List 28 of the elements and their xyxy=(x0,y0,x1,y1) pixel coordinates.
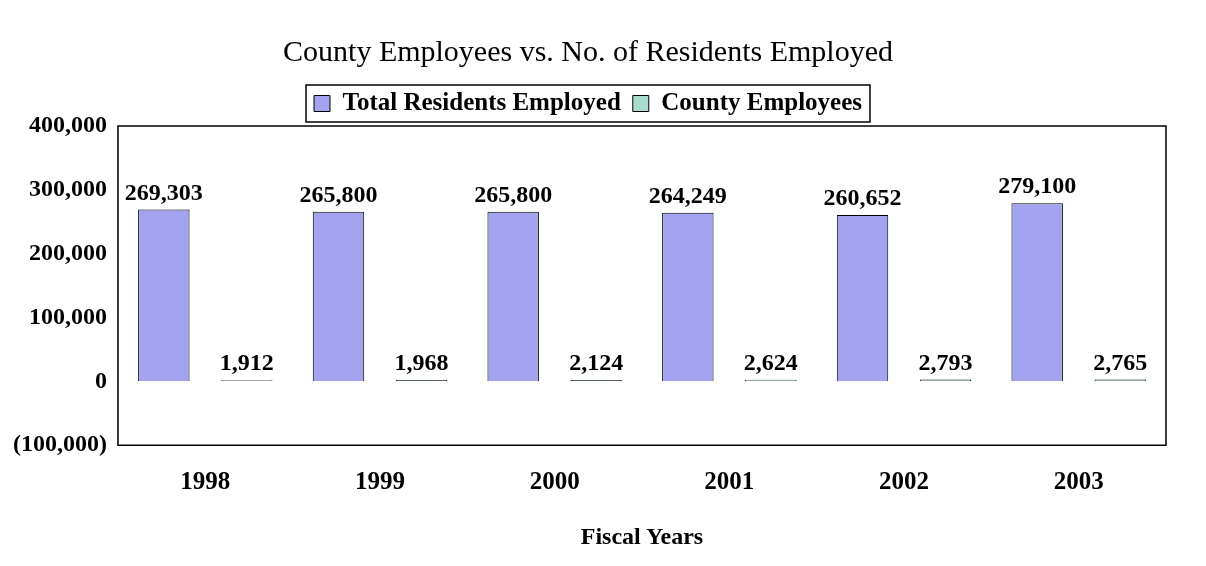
legend-label: Total Residents Employed xyxy=(342,87,621,115)
data-label: 2,765 xyxy=(1093,348,1148,375)
data-label: 260,652 xyxy=(823,184,902,211)
y-tick-label: 200,000 xyxy=(28,238,107,265)
x-tick-label: 2002 xyxy=(879,466,929,494)
data-label: 264,249 xyxy=(648,181,727,208)
x-tick-label: 2001 xyxy=(704,466,755,494)
data-label: 2,124 xyxy=(569,349,624,376)
data-label: 279,100 xyxy=(998,172,1077,199)
data-label: 269,303 xyxy=(124,178,203,205)
data-label: 265,800 xyxy=(299,180,378,207)
data-label: 2,624 xyxy=(743,348,798,375)
y-tick-label: 100,000 xyxy=(28,302,107,329)
x-tick-label: 1999 xyxy=(354,466,405,494)
y-tick-label: 300,000 xyxy=(28,175,107,202)
y-tick-label: 400,000 xyxy=(28,111,107,138)
x-tick-label: 2000 xyxy=(529,466,580,494)
data-label: 1,968 xyxy=(394,349,449,376)
data-label: 265,800 xyxy=(474,180,553,207)
x-tick-label: 2003 xyxy=(1053,466,1104,494)
x-axis-title: Fiscal Years xyxy=(580,522,704,549)
chart-title: County Employees vs. No. of Residents Employed xyxy=(283,33,893,67)
y-tick-label: 0 xyxy=(94,366,107,393)
x-tick-label: 1998 xyxy=(180,466,231,494)
data-label: 2,793 xyxy=(918,348,973,375)
legend-label: County Employees xyxy=(661,87,863,115)
data-label: 1,912 xyxy=(219,349,274,376)
y-tick-label: (100,000) xyxy=(13,430,107,457)
